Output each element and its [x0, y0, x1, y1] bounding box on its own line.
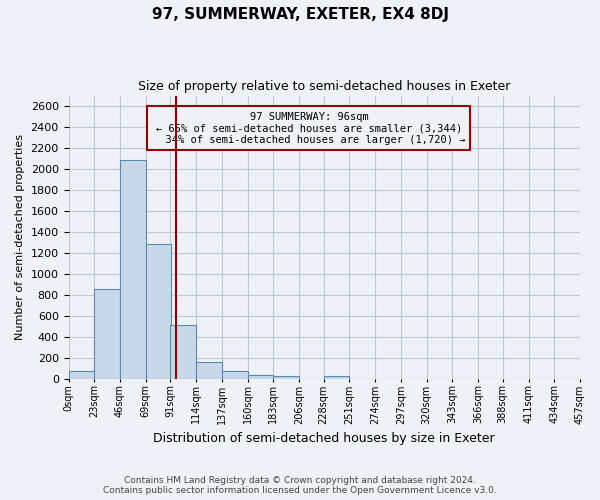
Text: 97, SUMMERWAY, EXETER, EX4 8DJ: 97, SUMMERWAY, EXETER, EX4 8DJ	[151, 8, 449, 22]
Text: Contains HM Land Registry data © Crown copyright and database right 2024.
Contai: Contains HM Land Registry data © Crown c…	[103, 476, 497, 495]
Bar	[196, 362, 222, 378]
Bar	[324, 376, 349, 378]
Title: Size of property relative to semi-detached houses in Exeter: Size of property relative to semi-detach…	[138, 80, 511, 93]
Y-axis label: Number of semi-detached properties: Number of semi-detached properties	[15, 134, 25, 340]
Bar	[170, 325, 196, 378]
X-axis label: Distribution of semi-detached houses by size in Exeter: Distribution of semi-detached houses by …	[154, 432, 495, 445]
Bar	[120, 160, 146, 378]
Bar	[146, 244, 172, 378]
Bar	[274, 376, 299, 378]
Bar	[222, 371, 248, 378]
Text: 97 SUMMERWAY: 96sqm
← 65% of semi-detached houses are smaller (3,344)
  34% of s: 97 SUMMERWAY: 96sqm ← 65% of semi-detach…	[152, 112, 465, 144]
Bar	[248, 375, 274, 378]
Bar	[68, 371, 94, 378]
Bar	[94, 288, 120, 378]
